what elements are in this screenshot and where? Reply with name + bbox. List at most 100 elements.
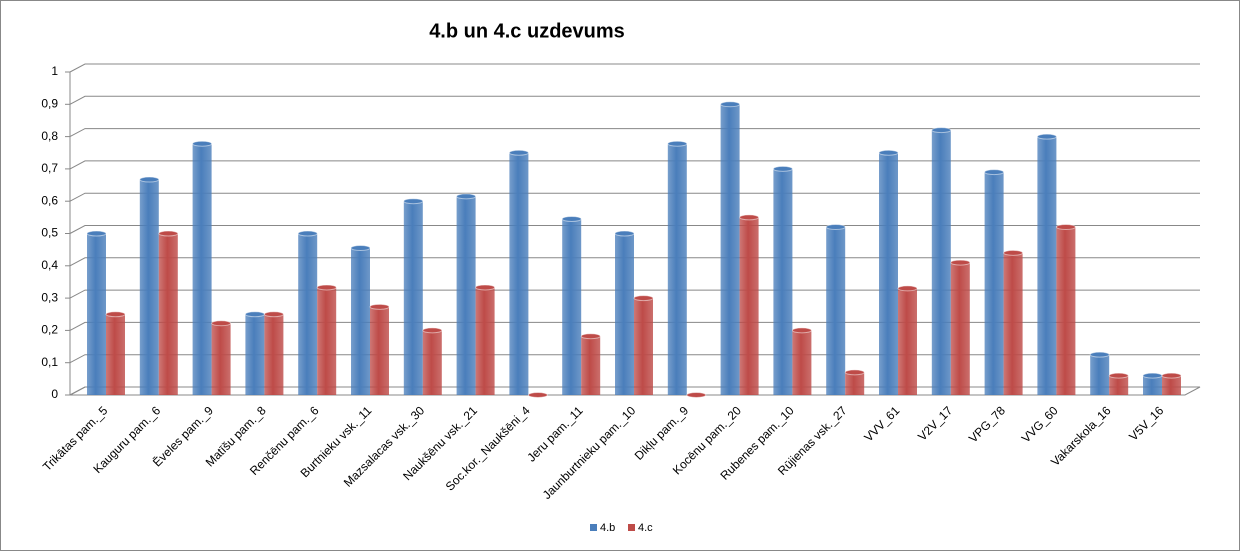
- grid-line: [69, 160, 1200, 170]
- bar-top: [297, 230, 318, 237]
- bar: [1056, 227, 1076, 395]
- bar: [898, 288, 917, 395]
- y-tick-label: 0,6: [41, 193, 58, 207]
- bar-top: [667, 140, 688, 147]
- bar-top: [1055, 224, 1076, 231]
- bar: [826, 227, 846, 395]
- bar: [509, 152, 529, 395]
- bar-top: [1108, 372, 1129, 379]
- bar: [351, 248, 370, 395]
- y-tick-label: 0,7: [41, 161, 58, 175]
- bar: [984, 172, 1004, 395]
- bar-top: [633, 295, 654, 302]
- legend-label: 4.c: [638, 522, 653, 534]
- bar-top: [1089, 351, 1110, 358]
- bar-top: [720, 101, 741, 108]
- y-tick-label: 0,9: [41, 96, 58, 110]
- bar: [931, 130, 951, 395]
- bar: [1143, 375, 1162, 395]
- bar-top: [791, 327, 812, 334]
- bar: [739, 217, 759, 395]
- y-tick-label: 0,5: [41, 226, 58, 240]
- bar-top: [897, 285, 918, 292]
- bar-top: [403, 198, 424, 205]
- bar: [1090, 354, 1110, 395]
- grid-line: [69, 128, 1200, 138]
- bar: [1162, 375, 1181, 395]
- y-tick-label: 1: [51, 64, 58, 78]
- bar-top: [192, 140, 213, 147]
- bar: [562, 218, 582, 395]
- bar: [87, 233, 106, 395]
- bar-top: [878, 149, 899, 156]
- bar-top: [211, 320, 232, 327]
- bar: [773, 168, 793, 395]
- bar-top: [1142, 372, 1163, 379]
- bar-top: [1036, 133, 1057, 140]
- bar-top: [263, 311, 284, 318]
- bar-top: [475, 284, 496, 291]
- bar: [370, 306, 389, 395]
- bar-top: [456, 193, 477, 200]
- bar: [264, 314, 284, 395]
- bar-top: [614, 230, 635, 237]
- bar-top: [508, 149, 529, 156]
- bar: [950, 262, 970, 395]
- bar: [475, 287, 495, 395]
- y-tick-label: 0,8: [41, 129, 58, 143]
- legend-swatch: [628, 524, 635, 531]
- bar-top: [772, 165, 793, 172]
- bar-top: [316, 284, 337, 291]
- bar-top: [86, 230, 107, 237]
- bar-top: [686, 392, 707, 398]
- bar-top: [527, 392, 548, 398]
- bar: [211, 323, 231, 395]
- bar-top: [105, 311, 126, 318]
- bar: [106, 314, 125, 395]
- bar: [615, 233, 634, 395]
- bar-top: [825, 224, 846, 231]
- bar: [245, 314, 265, 395]
- bar-top: [1161, 372, 1182, 379]
- bar: [667, 143, 687, 395]
- bar: [581, 336, 601, 395]
- bar-top: [369, 303, 390, 310]
- y-tick-label: 0,4: [41, 258, 58, 272]
- y-tick-label: 0: [51, 387, 58, 401]
- bar: [792, 330, 812, 395]
- bar: [158, 233, 178, 395]
- bar-top: [244, 311, 265, 318]
- bar-top: [158, 230, 179, 237]
- bar: [192, 143, 212, 395]
- bar-top: [561, 215, 582, 222]
- grid-line: [69, 63, 1200, 73]
- bar: [634, 298, 653, 395]
- bar-top: [844, 369, 865, 376]
- bar: [317, 287, 337, 395]
- bar-top: [984, 169, 1005, 176]
- bar-top: [739, 214, 760, 221]
- bar-top: [580, 333, 601, 340]
- y-tick-label: 0,2: [41, 323, 58, 337]
- bar-top: [422, 327, 443, 334]
- bar: [403, 201, 423, 395]
- bar: [139, 179, 159, 395]
- bar: [422, 330, 442, 395]
- bar: [1003, 252, 1023, 395]
- bar-top: [350, 245, 371, 252]
- legend-swatch: [590, 524, 597, 531]
- y-tick-label: 0,3: [41, 290, 58, 304]
- chart-title: 4.b un 4.c uzdevums: [429, 20, 625, 42]
- bar: [720, 104, 740, 396]
- bar: [298, 233, 318, 395]
- bar-top: [950, 259, 971, 266]
- legend-label: 4.b: [600, 522, 615, 534]
- bar: [879, 152, 898, 395]
- y-tick-label: 0,1: [41, 355, 58, 369]
- bar-top: [139, 176, 160, 183]
- grid-line: [69, 192, 1200, 202]
- bar-top: [1003, 249, 1024, 256]
- grid-line: [69, 95, 1200, 105]
- bar: [845, 372, 865, 395]
